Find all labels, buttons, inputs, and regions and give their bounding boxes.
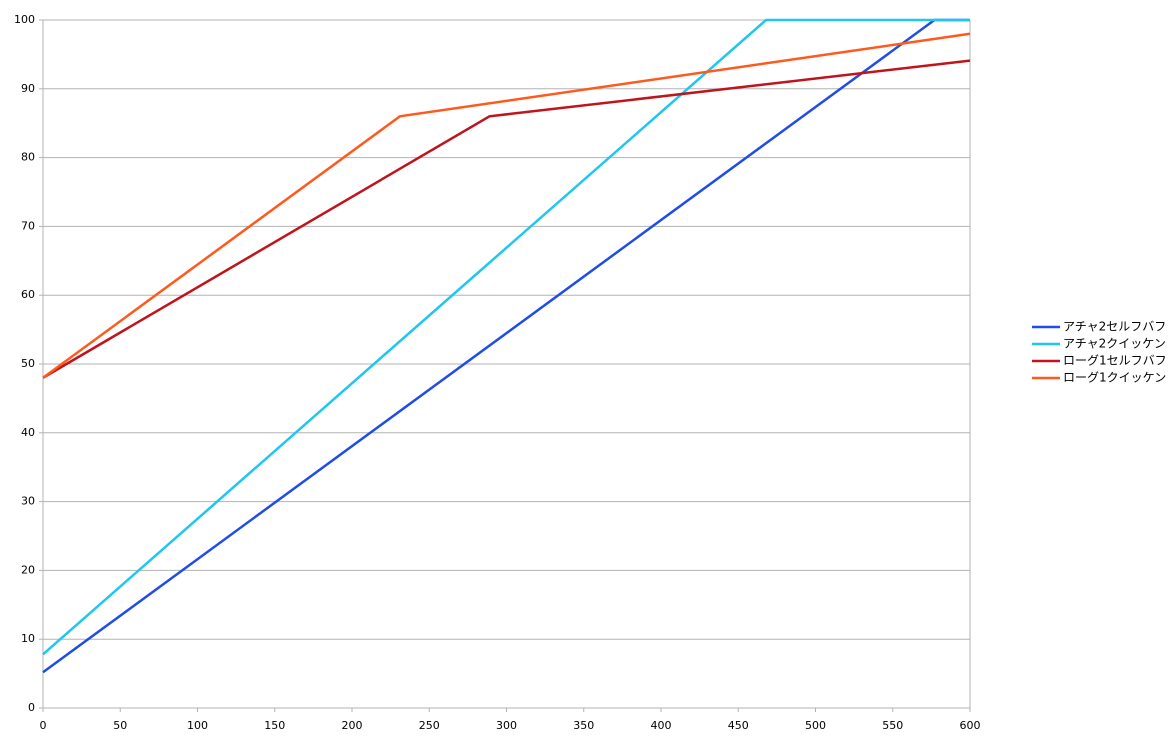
y-tick-label: 40 xyxy=(21,426,35,439)
y-tick-label: 10 xyxy=(21,632,35,645)
series-line xyxy=(42,18,970,674)
x-tick-label: 200 xyxy=(342,719,363,732)
y-tick-label: 50 xyxy=(21,357,35,370)
series-line xyxy=(42,59,971,379)
legend-label: ローグ1クイッケン xyxy=(1063,371,1166,385)
x-tick-label: 400 xyxy=(651,719,672,732)
y-tick-label: 80 xyxy=(21,151,35,164)
x-tick-label: 450 xyxy=(728,719,749,732)
y-tick-label: 100 xyxy=(14,13,35,26)
x-tick-label: 100 xyxy=(187,719,208,732)
x-tick-label: 300 xyxy=(496,719,517,732)
series-line xyxy=(42,18,970,656)
x-tick-label: 600 xyxy=(960,719,981,732)
x-tick-label: 50 xyxy=(113,719,127,732)
y-tick-label: 60 xyxy=(21,288,35,301)
x-tick-label: 350 xyxy=(573,719,594,732)
y-tick-label: 90 xyxy=(21,82,35,95)
y-tick-label: 70 xyxy=(21,219,35,232)
x-tick-label: 0 xyxy=(40,719,47,732)
legend-label: ローグ1セルフバフ xyxy=(1063,354,1167,368)
legend-label: アチャ2クイッケン xyxy=(1063,337,1166,351)
x-tick-label: 550 xyxy=(882,719,903,732)
y-tick-label: 30 xyxy=(21,495,35,508)
x-tick-label: 250 xyxy=(419,719,440,732)
y-tick-label: 0 xyxy=(28,701,35,714)
legend-label: アチャ2セルフバフ xyxy=(1063,320,1166,334)
y-tick-label: 20 xyxy=(21,563,35,576)
x-tick-label: 150 xyxy=(264,719,285,732)
series-line xyxy=(42,32,971,379)
x-tick-label: 500 xyxy=(805,719,826,732)
